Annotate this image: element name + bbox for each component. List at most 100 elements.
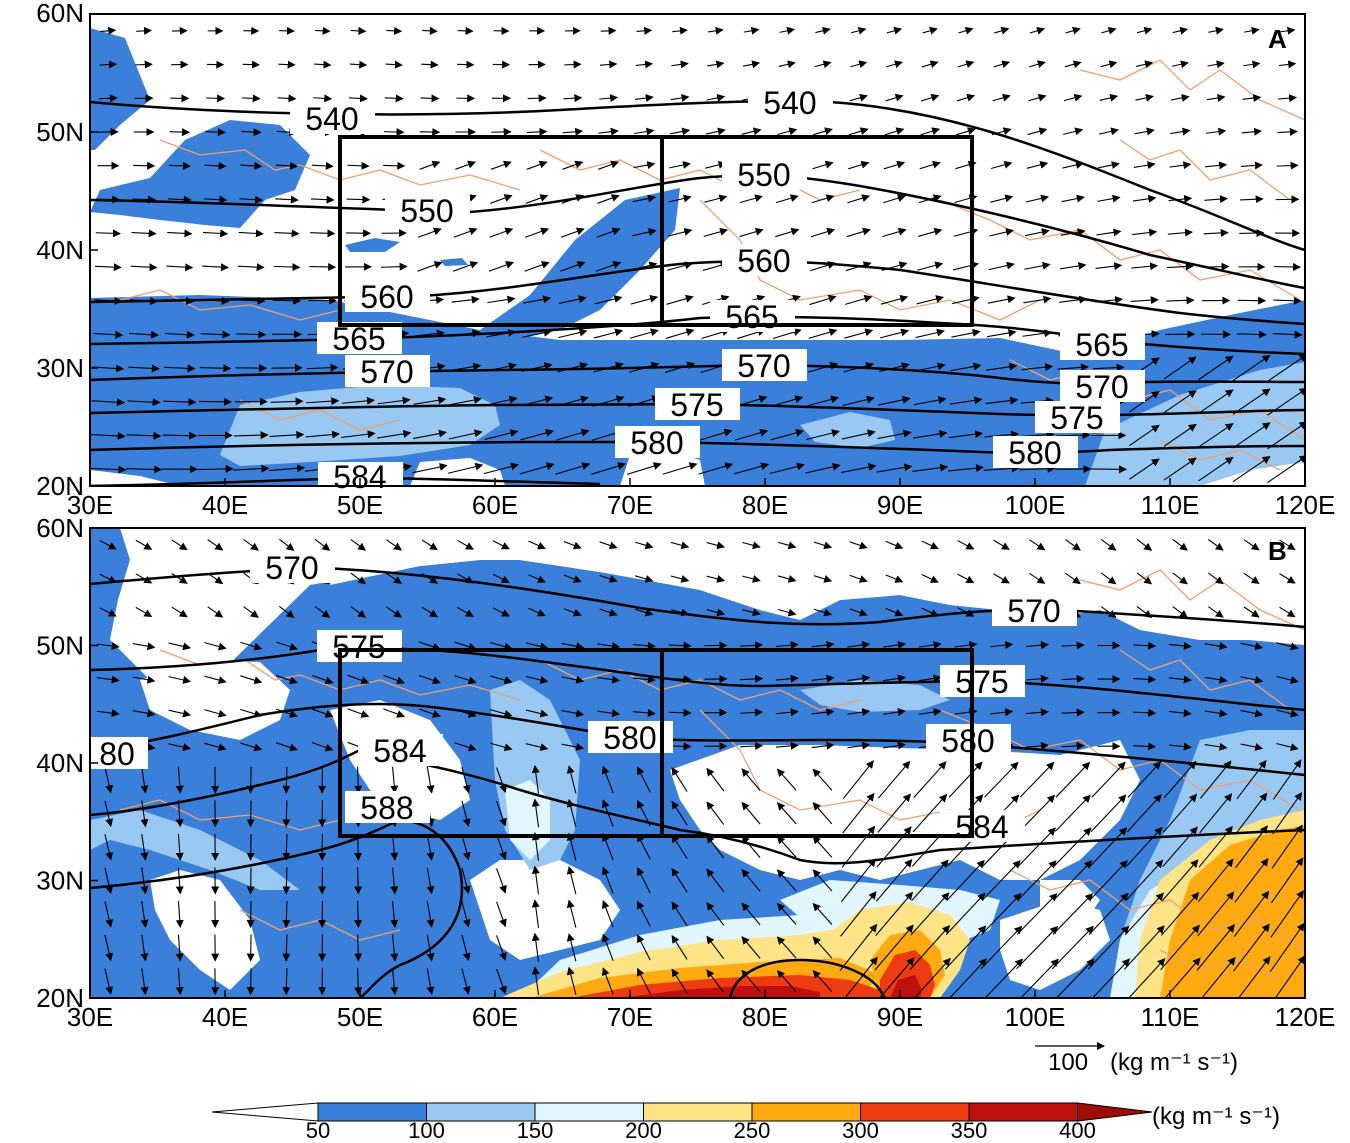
flux-vector: [417, 227, 442, 238]
flux-vector: [1172, 26, 1189, 35]
flux-vector: [268, 464, 306, 473]
flux-vector: [524, 261, 550, 272]
flux-vector: [812, 969, 833, 993]
flux-vector: [807, 361, 839, 373]
flux-vector: [1204, 642, 1228, 651]
contour-label: 580: [588, 720, 673, 756]
flux-vector: [307, 363, 339, 372]
flux-vector: [1276, 161, 1299, 170]
flux-vector: [1061, 641, 1085, 650]
flux-vector: [846, 227, 871, 238]
flux-vector: [671, 800, 688, 826]
flux-vector: [992, 93, 1011, 102]
flux-vector: [951, 328, 981, 338]
flux-vector: [347, 161, 370, 170]
flux-vector: [921, 60, 939, 69]
flux-vector: [168, 709, 192, 718]
flux-vector: [741, 936, 761, 959]
flux-vector: [945, 925, 987, 970]
flux-vector: [282, 968, 291, 996]
panel-a: 540 540 550 550 560 560 565 565 565 570 …: [89, 13, 1306, 495]
flux-vector: [1267, 421, 1305, 450]
flux-vector: [1279, 26, 1296, 35]
flux-vector: [560, 261, 586, 272]
flux-vector: [813, 608, 833, 617]
flux-vector: [135, 539, 153, 550]
flux-vector: [948, 761, 983, 798]
x-tick-label: 90E: [877, 490, 923, 520]
flux-vector: [457, 606, 474, 617]
y-tick-label: 60N: [36, 0, 84, 28]
flux-vector: [203, 195, 228, 204]
flux-vector: [990, 708, 1014, 717]
flux-vector: [842, 760, 874, 799]
flux-vector: [812, 802, 833, 825]
flux-vector: [637, 900, 651, 927]
flux-vector: [417, 261, 443, 272]
panel-b-shading: [90, 528, 1305, 998]
flux-vector: [601, 900, 614, 928]
flux-vector: [1242, 94, 1262, 103]
flux-vector: [421, 606, 438, 618]
flux-vector: [490, 160, 512, 170]
flux-vector: [558, 328, 588, 339]
flux-vector: [1132, 228, 1158, 237]
flux-vector: [1057, 363, 1089, 372]
flux-vector: [207, 539, 224, 551]
flux-vector: [1133, 708, 1157, 717]
flux-vector: [596, 227, 621, 238]
flux-vector: [1208, 606, 1224, 618]
contour-label-text: 540: [305, 101, 358, 137]
flux-vector: [741, 768, 761, 791]
flux-vector: [778, 608, 797, 617]
flux-vector: [384, 94, 404, 103]
flux-vector: [877, 793, 911, 833]
contour-label-text: 570: [737, 348, 790, 384]
flux-vector: [421, 60, 439, 69]
flux-vector: [1127, 761, 1162, 798]
flux-vector: [849, 574, 868, 583]
flux-vector: [489, 227, 514, 238]
flux-vector: [275, 161, 299, 170]
flux-vector: [1267, 354, 1305, 382]
flux-vector: [1133, 161, 1156, 170]
x-tick-label: 110E: [1141, 490, 1200, 520]
flux-vector: [913, 761, 947, 799]
flux-vector: [171, 573, 188, 584]
flux-vector: [1100, 572, 1117, 585]
flux-vector: [412, 463, 448, 474]
flux-vector: [885, 540, 904, 550]
flux-vector: [740, 641, 764, 650]
flux-vector: [426, 934, 435, 962]
flux-vector: [844, 328, 874, 339]
flux-vector: [629, 328, 659, 339]
flux-vector: [167, 229, 193, 238]
reference-vector: 100 (kg m⁻¹ s⁻¹): [1035, 1042, 1238, 1076]
flux-vector: [1160, 924, 1200, 971]
flux-vector: [421, 539, 438, 551]
flux-vector: [813, 127, 833, 136]
flux-vector: [561, 642, 585, 651]
y-tick-label: 50N: [36, 117, 84, 147]
flux-vector: [346, 195, 371, 204]
flux-vector: [743, 26, 760, 35]
flux-vector: [274, 229, 300, 238]
flux-vector: [733, 462, 770, 475]
flux-vector: [1136, 26, 1153, 35]
flux-vector: [671, 767, 688, 792]
flux-vector: [240, 742, 263, 752]
flux-vector: [490, 675, 513, 685]
flux-vector: [522, 328, 552, 338]
flux-vector: [886, 60, 903, 69]
flux-vector: [599, 608, 618, 617]
flux-vector: [840, 891, 877, 937]
flux-vector: [561, 743, 585, 751]
flux-vector: [239, 195, 264, 204]
flux-vector: [162, 431, 198, 440]
flux-vector: [419, 160, 441, 170]
x-tick-label: 30E: [67, 1002, 113, 1032]
flux-vector: [1197, 858, 1234, 902]
flux-vector: [1098, 161, 1120, 169]
flux-vector: [671, 834, 688, 860]
flux-vector: [957, 540, 975, 550]
